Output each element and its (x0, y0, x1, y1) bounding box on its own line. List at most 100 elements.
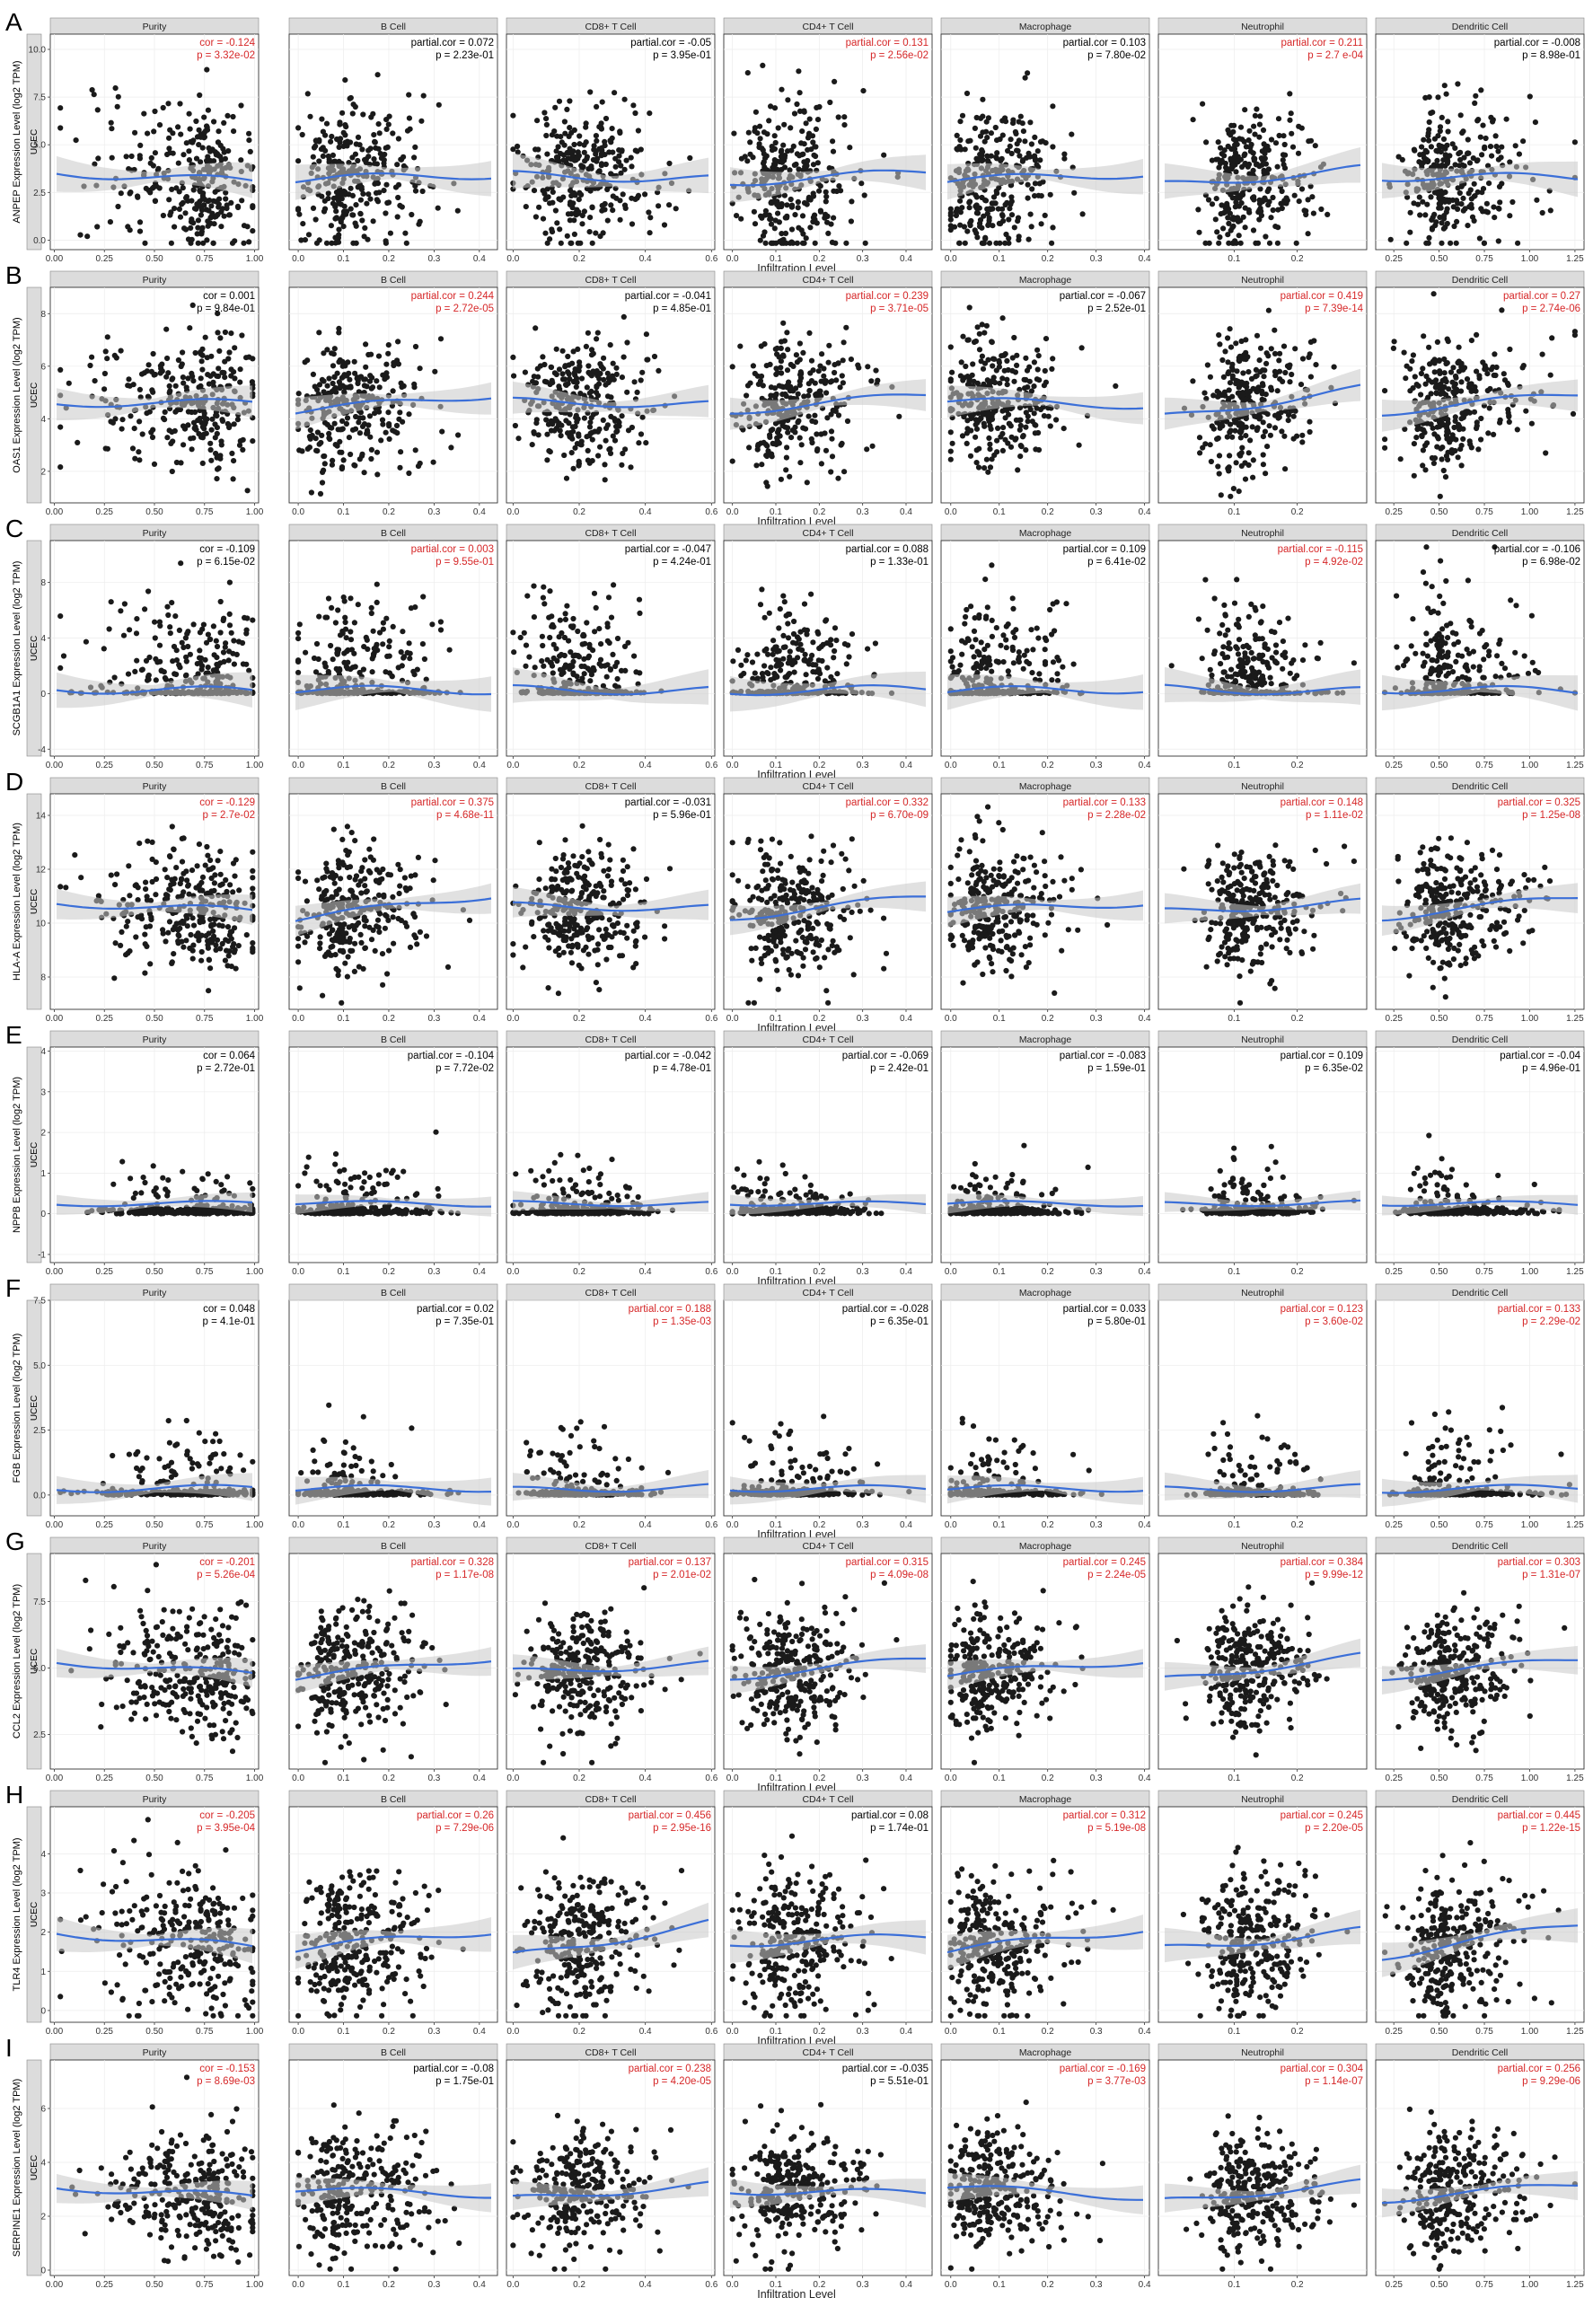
data-point (112, 416, 119, 422)
data-point (535, 146, 541, 153)
data-point (1228, 165, 1234, 172)
data-point (826, 342, 832, 348)
data-point (981, 213, 987, 219)
data-point (554, 133, 560, 139)
data-point (77, 232, 84, 238)
data-point (576, 359, 583, 365)
data-point (323, 240, 330, 246)
data-point (1292, 346, 1298, 352)
data-point (841, 122, 848, 128)
data-point (737, 343, 744, 349)
data-point (376, 130, 383, 136)
y-tick-label: 2 (40, 467, 46, 477)
data-point (1299, 432, 1306, 438)
data-point (558, 240, 564, 246)
data-point (823, 189, 829, 195)
data-point (136, 155, 143, 162)
data-point (385, 409, 392, 416)
data-point (1250, 474, 1256, 480)
data-point (339, 216, 345, 222)
data-point (238, 157, 244, 163)
correlation-text: cor = -0.124 (199, 38, 255, 48)
data-point (790, 388, 796, 394)
data-point (196, 127, 202, 133)
data-point (360, 190, 366, 197)
data-point (1023, 424, 1029, 430)
data-point (779, 159, 786, 165)
data-point (602, 138, 608, 145)
data-point (1460, 128, 1466, 135)
data-point (162, 417, 168, 423)
data-point (577, 391, 584, 397)
data-point (394, 214, 400, 220)
data-point (746, 445, 752, 451)
data-point (990, 223, 996, 229)
data-point (1482, 144, 1488, 150)
data-point (593, 389, 600, 396)
data-point (1237, 353, 1243, 359)
data-point (1443, 432, 1449, 438)
data-point (1247, 437, 1254, 444)
data-point (967, 453, 974, 459)
data-point (222, 644, 228, 650)
data-point (623, 157, 629, 163)
data-point (1262, 428, 1268, 435)
data-point (1049, 365, 1055, 372)
data-point (993, 188, 999, 194)
data-point (1038, 221, 1044, 227)
data-point (1571, 139, 1578, 145)
data-point (1570, 410, 1577, 417)
data-point (231, 128, 237, 135)
data-point (172, 224, 178, 230)
data-point (1547, 372, 1553, 378)
data-point (1022, 75, 1028, 81)
data-point (134, 657, 140, 664)
data-point (960, 377, 966, 383)
data-point (191, 425, 198, 432)
data-point (329, 133, 335, 140)
data-point (750, 154, 756, 161)
data-point (1217, 341, 1223, 348)
data-point (1216, 390, 1222, 396)
data-point (89, 87, 95, 93)
data-point (201, 196, 207, 203)
data-point (617, 129, 623, 136)
data-point (1442, 375, 1448, 382)
data-point (625, 427, 632, 434)
data-point (342, 122, 348, 128)
data-point (1015, 147, 1021, 154)
data-point (295, 207, 302, 213)
data-point (1031, 359, 1037, 365)
data-point (1225, 143, 1231, 150)
data-point (302, 237, 308, 243)
data-point (1457, 112, 1464, 119)
plot-area (288, 540, 498, 757)
data-point (1268, 346, 1274, 352)
data-point (1006, 235, 1012, 242)
data-point (323, 120, 330, 127)
data-point (196, 142, 202, 148)
data-point (564, 106, 570, 112)
data-point (754, 446, 761, 453)
data-point (1431, 455, 1439, 462)
data-point (1474, 157, 1481, 163)
facet-title: CD8+ T Cell (585, 275, 636, 286)
data-point (1313, 362, 1319, 368)
data-point (1285, 418, 1291, 424)
data-point (132, 668, 138, 675)
data-point (1539, 209, 1545, 216)
data-point (130, 382, 136, 388)
data-point (233, 651, 240, 658)
data-point (1443, 360, 1449, 367)
data-point (999, 353, 1005, 359)
data-point (1303, 207, 1309, 215)
data-point (320, 128, 326, 135)
data-point (228, 629, 234, 636)
data-point (406, 411, 412, 418)
data-point (222, 358, 228, 365)
data-point (1312, 143, 1318, 149)
data-point (1282, 152, 1289, 158)
x-tick-label: 0.00 (46, 254, 64, 264)
data-point (1239, 136, 1245, 143)
